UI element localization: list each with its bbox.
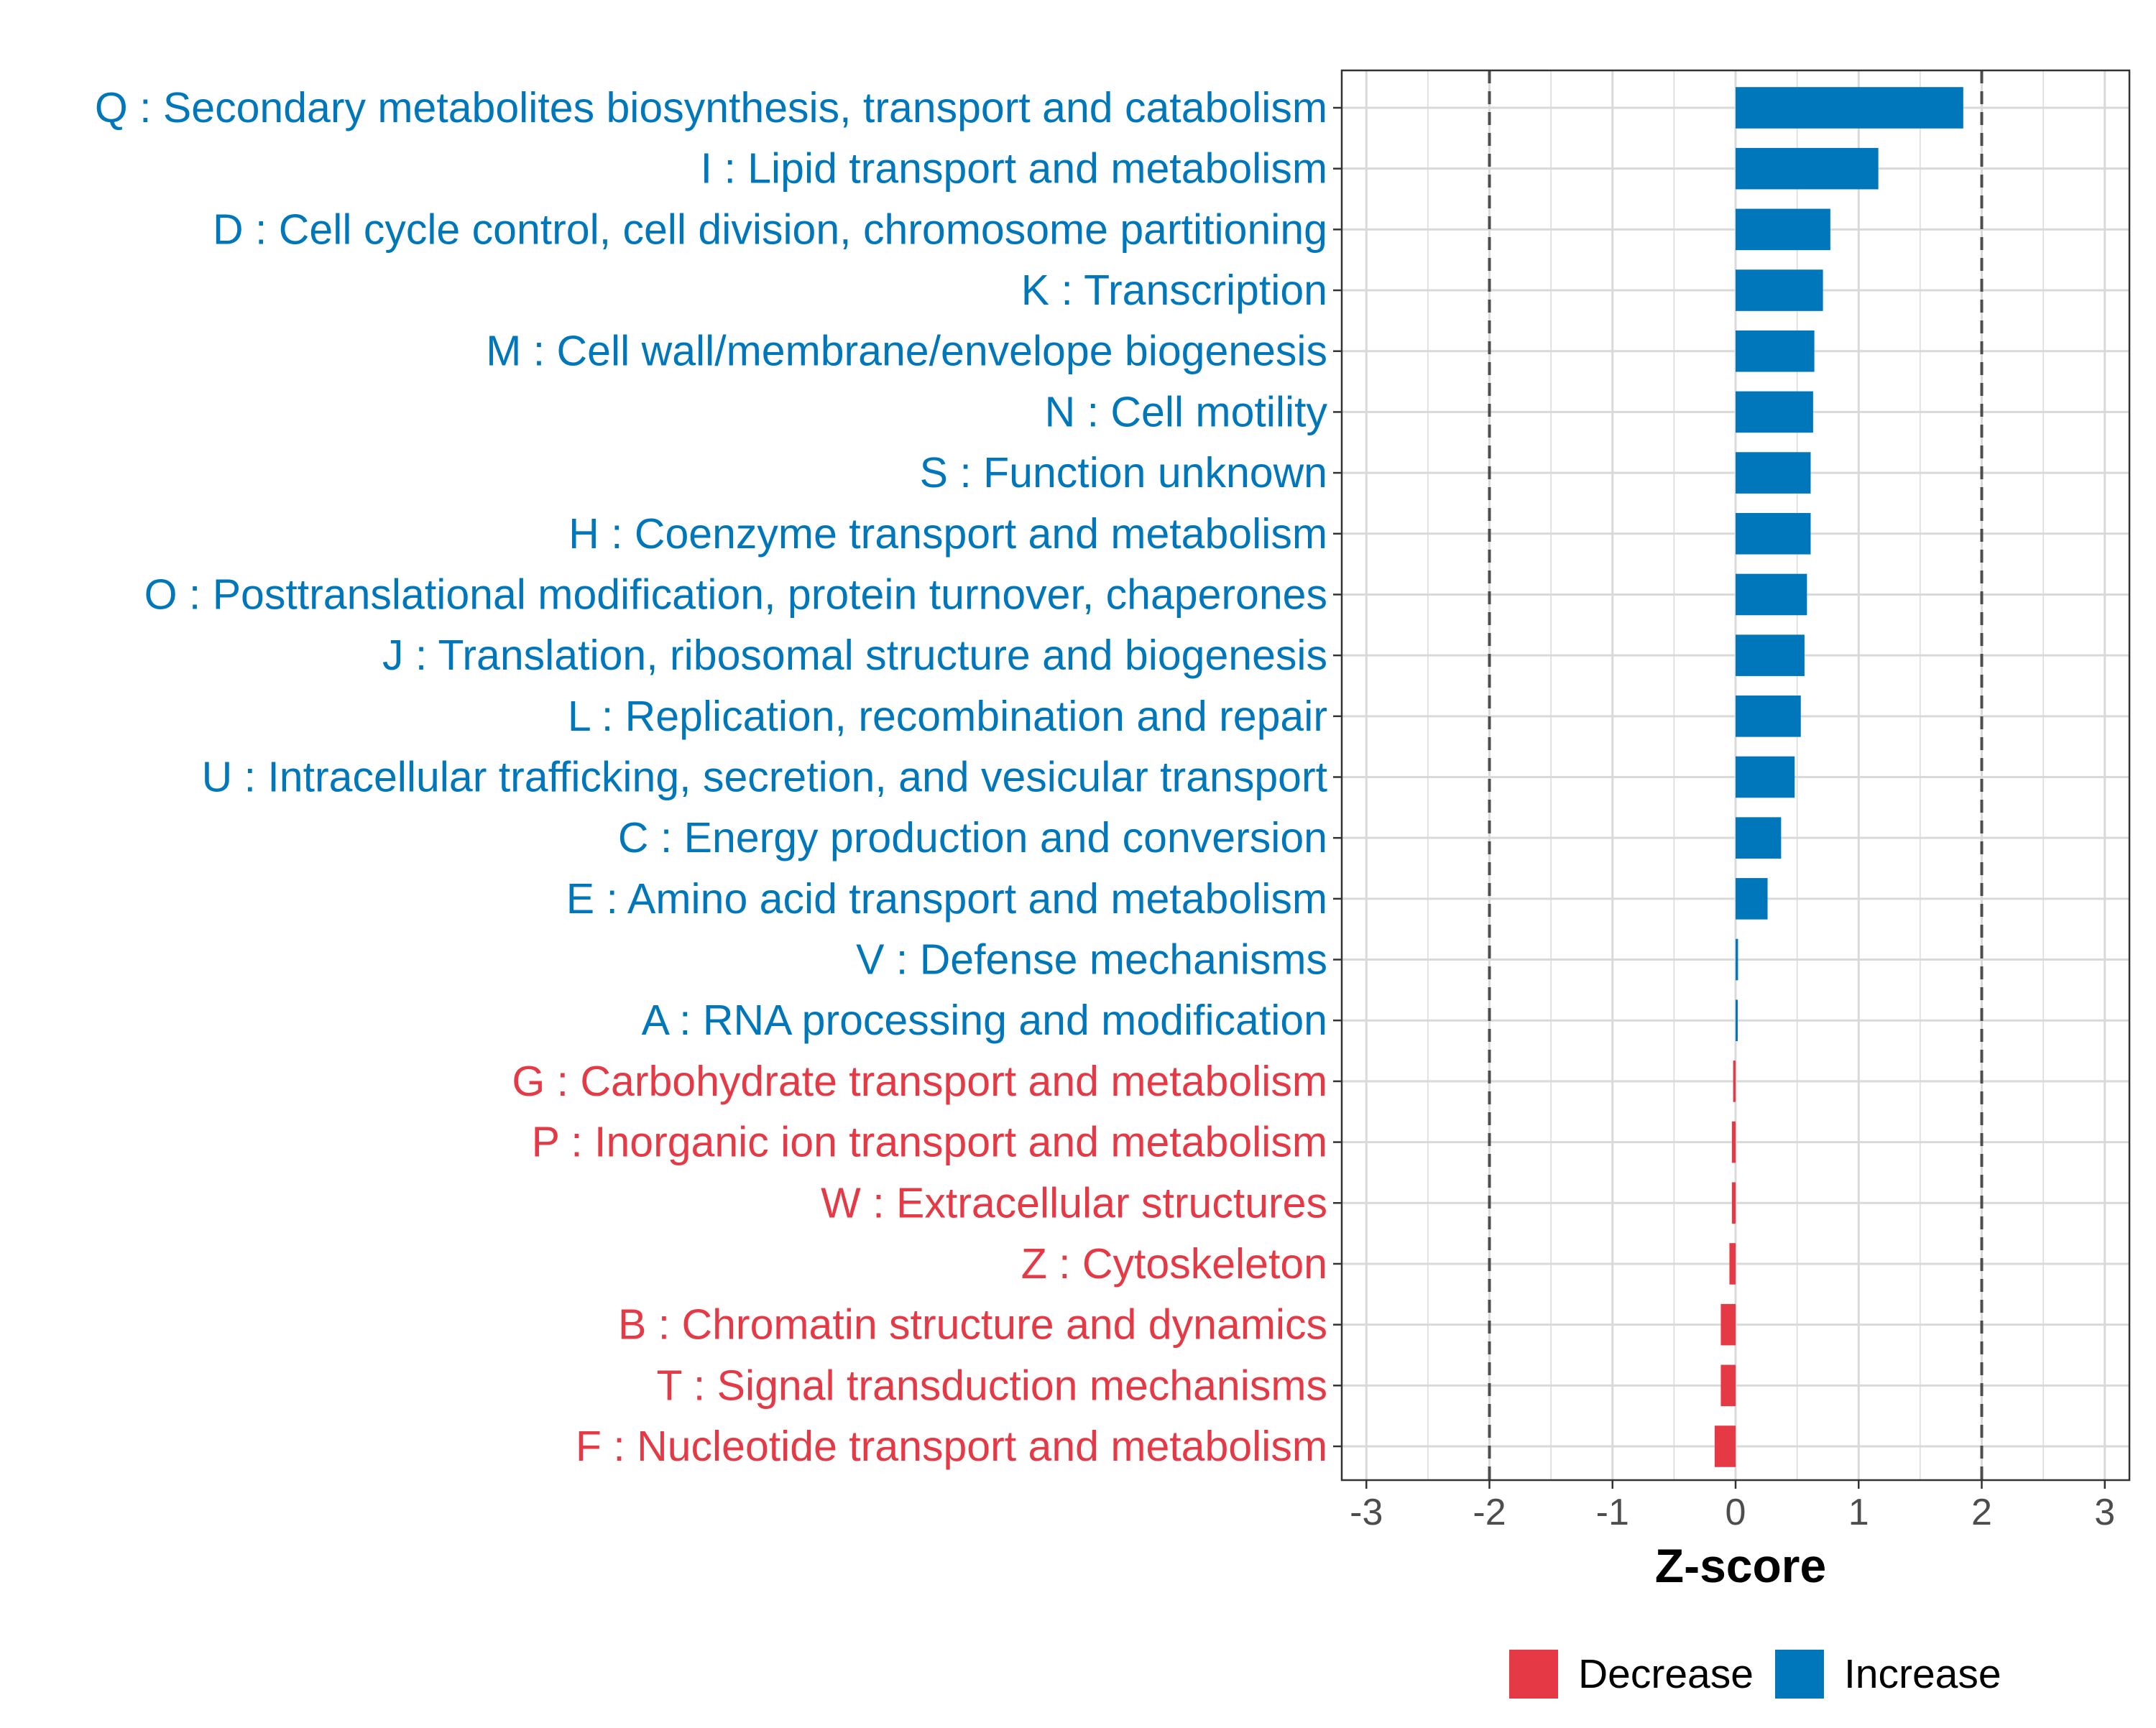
legend-swatch (1509, 1650, 1558, 1699)
bar (1736, 269, 1823, 311)
bar (1731, 1182, 1736, 1224)
category-label: N : Cell motility (1045, 388, 1328, 435)
bar (1736, 817, 1782, 859)
x-tick-label: 1 (1848, 1492, 1869, 1533)
bar (1736, 147, 1879, 190)
x-tick-label: -1 (1596, 1492, 1629, 1533)
category-label: E : Amino acid transport and metabolism (566, 875, 1327, 923)
category-label: I : Lipid transport and metabolism (701, 145, 1327, 193)
bar (1736, 452, 1811, 494)
bar (1720, 1303, 1736, 1346)
category-label: P : Inorganic ion transport and metaboli… (532, 1119, 1327, 1166)
x-tick-label: 2 (1971, 1492, 1992, 1533)
category-label: W : Extracellular structures (821, 1179, 1327, 1226)
category-label: C : Energy production and conversion (618, 814, 1327, 861)
bar (1736, 878, 1768, 920)
bar (1736, 512, 1811, 555)
category-label: J : Translation, ribosomal structure and… (382, 632, 1327, 679)
bar (1729, 1243, 1736, 1285)
legend: Decrease Increase (1509, 1650, 2001, 1699)
bars (1714, 87, 1963, 1467)
bar (1736, 330, 1815, 372)
category-label: S : Function unknown (920, 449, 1327, 496)
category-label: D : Cell cycle control, cell division, c… (213, 205, 1327, 253)
category-label: M : Cell wall/membrane/envelope biogenes… (486, 328, 1327, 375)
bar (1736, 391, 1813, 433)
bar (1736, 696, 1801, 737)
legend-label: Increase (1844, 1651, 2001, 1697)
bar (1736, 756, 1795, 798)
y-axis: Q : Secondary metabolites biosynthesis, … (95, 84, 1342, 1470)
x-tick-label: -3 (1350, 1492, 1383, 1533)
bar (1736, 634, 1805, 676)
category-label: A : RNA processing and modification (642, 997, 1327, 1044)
category-label: T : Signal transduction mechanisms (656, 1362, 1327, 1409)
category-label: O : Posttranslational modification, prot… (144, 570, 1327, 618)
bar (1736, 573, 1807, 616)
category-label: L : Replication, recombination and repai… (568, 693, 1327, 740)
x-axis: -3 -2 -1 0 1 2 3 (1350, 1480, 2115, 1533)
category-label: K : Transcription (1021, 267, 1327, 314)
bar (1736, 87, 1963, 129)
reference-lines (1488, 70, 1984, 1480)
category-label: G : Carbohydrate transport and metabolis… (512, 1058, 1327, 1105)
category-label: B : Chromatin structure and dynamics (618, 1301, 1327, 1349)
category-label: Z : Cytoskeleton (1021, 1240, 1327, 1288)
category-label: F : Nucleotide transport and metabolism (576, 1423, 1327, 1470)
category-label: Q : Secondary metabolites biosynthesis, … (95, 84, 1327, 131)
bar (1736, 999, 1738, 1042)
bar (1736, 208, 1830, 251)
category-label: V : Defense mechanisms (856, 936, 1327, 984)
bar (1720, 1364, 1736, 1407)
x-tick-label: -2 (1473, 1492, 1506, 1533)
x-tick-label: 0 (1726, 1492, 1746, 1533)
category-label: U : Intracellular trafficking, secretion… (202, 754, 1327, 801)
bar (1736, 938, 1738, 981)
x-tick-label: 3 (2094, 1492, 2115, 1533)
bar (1733, 1061, 1736, 1102)
legend-label: Decrease (1578, 1651, 1754, 1697)
legend-swatch (1774, 1650, 1824, 1699)
x-axis-title: Z-score (1655, 1539, 1826, 1592)
category-label: H : Coenzyme transport and metabolism (568, 510, 1327, 558)
bar (1731, 1121, 1736, 1163)
bar (1714, 1426, 1736, 1467)
